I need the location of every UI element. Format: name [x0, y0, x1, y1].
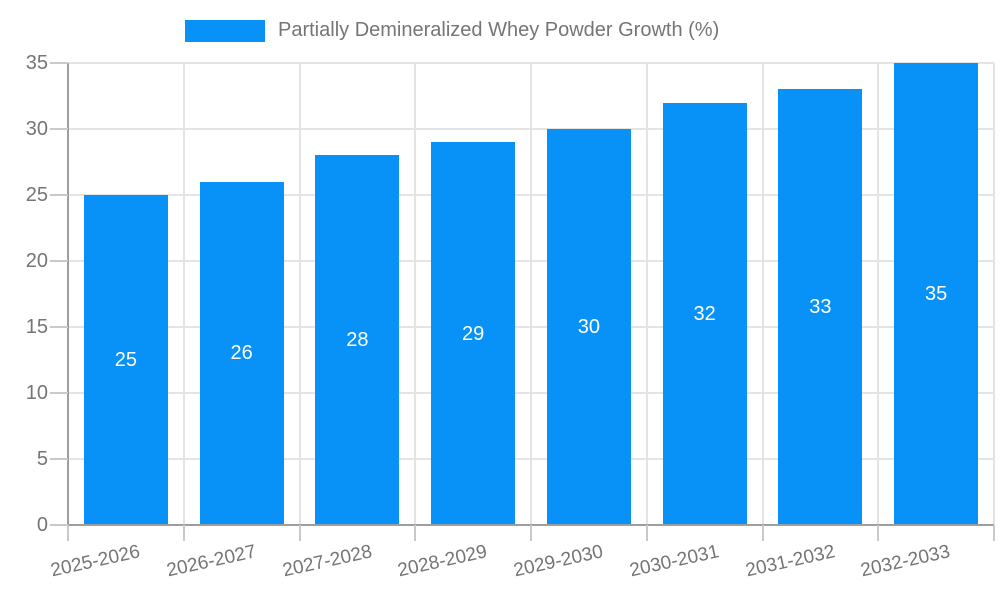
y-tick [50, 128, 68, 130]
x-tick [645, 525, 648, 541]
x-axis-label: 2030-2031 [627, 541, 721, 582]
gridline-vertical [414, 63, 417, 525]
bar-value-label: 26 [230, 342, 253, 365]
y-tick [50, 260, 68, 262]
gridline-vertical [877, 63, 880, 525]
y-axis-line [67, 63, 69, 525]
bar-value-label: 25 [114, 349, 137, 371]
bar-2025-2026[interactable] [83, 195, 168, 525]
bar-2028-2029[interactable] [431, 142, 516, 525]
x-tick [761, 525, 764, 541]
x-tick [877, 525, 880, 541]
gridline-vertical [993, 63, 995, 525]
y-tick [50, 62, 68, 64]
y-tick [50, 392, 68, 394]
gridline-vertical [530, 63, 532, 525]
bar-value-label: 32 [693, 302, 716, 325]
legend-label: Partially Demineralized Whey Powder Grow… [278, 19, 720, 41]
x-tick [67, 525, 69, 541]
gridline-vertical [761, 63, 764, 525]
x-tick [414, 525, 417, 541]
y-axis-label: 0 [36, 514, 48, 536]
x-tick [993, 525, 995, 541]
y-axis-label: 10 [25, 382, 48, 404]
x-axis-label: 2031-2032 [743, 541, 837, 582]
x-tick [182, 525, 185, 541]
x-axis-label: 2027-2028 [280, 541, 374, 582]
bar-value-label: 28 [346, 329, 369, 352]
legend[interactable]: Partially Demineralized Whey Powder Grow… [185, 19, 719, 42]
y-tick [50, 524, 68, 526]
y-axis-label: 35 [25, 52, 48, 74]
bar-value-label: 29 [462, 322, 485, 345]
legend-swatch-icon [185, 19, 265, 42]
y-axis-label: 20 [25, 250, 48, 272]
bar-2032-2033[interactable] [894, 63, 979, 525]
gridline-vertical [645, 63, 648, 525]
bar-2030-2031[interactable] [662, 102, 747, 525]
y-axis-label: 5 [36, 448, 48, 470]
bar-value-label: 33 [809, 296, 832, 319]
y-tick [50, 458, 68, 460]
bar-2027-2028[interactable] [315, 155, 400, 525]
y-tick [50, 194, 68, 196]
x-tick [298, 525, 301, 541]
y-tick [50, 326, 68, 328]
y-axis-label: 15 [25, 316, 48, 338]
x-axis-label: 2028-2029 [396, 541, 490, 582]
bar-value-label: 30 [577, 316, 600, 338]
gridline-vertical [298, 63, 301, 525]
x-axis-label: 2032-2033 [859, 541, 953, 582]
y-axis-label: 25 [25, 184, 48, 206]
bar-2029-2030[interactable] [546, 129, 631, 525]
x-axis-label: 2026-2027 [164, 541, 258, 582]
bar-value-label: 35 [925, 283, 948, 305]
x-tick [530, 525, 532, 541]
y-axis-label: 30 [25, 118, 48, 140]
x-axis-label: 2029-2030 [511, 541, 606, 582]
bar-2031-2032[interactable] [778, 89, 863, 525]
bar-2026-2027[interactable] [199, 181, 284, 525]
x-axis-label: 2025-2026 [48, 541, 143, 582]
gridline-vertical [182, 63, 185, 525]
